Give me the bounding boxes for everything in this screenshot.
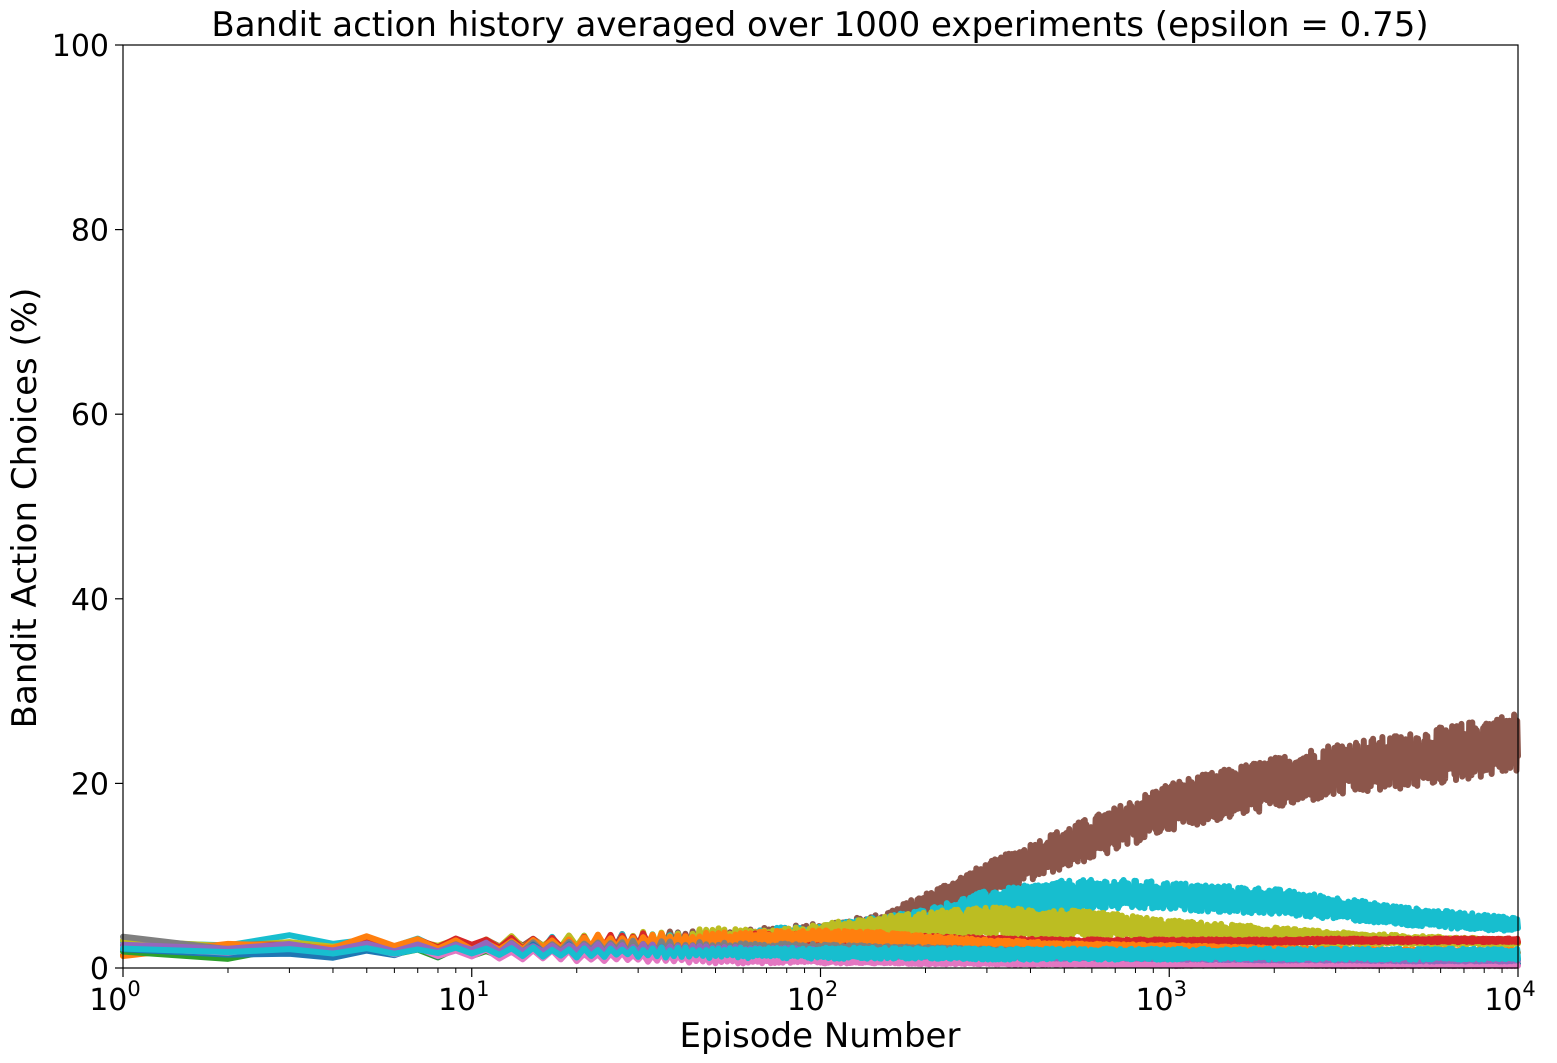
x-tick-exponent: 0 [127, 977, 140, 1001]
x-tick-exponent: 2 [825, 977, 838, 1001]
series-line-11 [120, 944, 1521, 963]
chart-title: Bandit action history averaged over 1000… [211, 5, 1428, 45]
y-axis-label: Bandit Action Choices (%) [5, 288, 45, 729]
x-tick-exponent: 1 [476, 977, 489, 1001]
x-tick-label: 101 [438, 977, 490, 1018]
x-tick-base: 10 [787, 983, 825, 1018]
series-layer [120, 711, 1521, 970]
y-tick-label: 100 [52, 29, 109, 64]
x-tick-base: 10 [1135, 983, 1173, 1018]
x-tick-exponent: 3 [1174, 977, 1187, 1001]
x-tick-label: 102 [787, 977, 839, 1018]
x-tick-label: 104 [1484, 977, 1536, 1018]
y-tick-label: 40 [71, 583, 109, 618]
x-tick-base: 10 [438, 983, 476, 1018]
x-axis-label: Episode Number [680, 1016, 961, 1056]
x-tick-exponent: 4 [1522, 977, 1535, 1001]
x-tick-label: 100 [89, 977, 141, 1018]
y-tick-label: 20 [71, 767, 109, 802]
x-tick-base: 10 [1484, 983, 1522, 1018]
y-tick-label: 80 [71, 214, 109, 249]
x-tick-base: 10 [89, 983, 127, 1018]
x-tick-label: 103 [1135, 977, 1187, 1018]
y-tick-label: 0 [90, 952, 109, 987]
y-tick-label: 60 [71, 398, 109, 433]
series-line-9 [120, 942, 1521, 970]
